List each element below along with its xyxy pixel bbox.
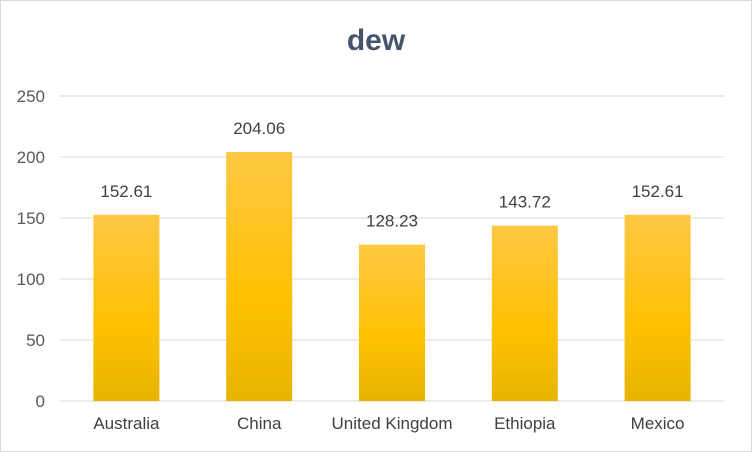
y-tick-label: 0 <box>36 392 45 411</box>
x-category-label: Australia <box>93 414 160 433</box>
x-axis-categories: Australia China United Kingdom Ethiopia Mexi… <box>93 414 684 433</box>
bar-united-kingdom <box>359 244 425 401</box>
bar-australia <box>93 214 160 401</box>
x-category-label: United Kingdom <box>332 414 453 433</box>
data-label: 204.06 <box>233 119 285 138</box>
x-category-label: Mexico <box>631 414 685 433</box>
bars <box>93 152 691 401</box>
bar-china <box>226 152 293 401</box>
y-tick-label: 250 <box>17 87 45 106</box>
data-label: 152.61 <box>632 182 684 201</box>
bar-mexico <box>624 214 691 401</box>
y-tick-label: 150 <box>17 209 45 228</box>
bar-ethiopia <box>491 225 558 401</box>
y-axis-ticks: 0 50 100 150 200 250 <box>17 87 45 411</box>
y-tick-label: 50 <box>26 331 45 350</box>
y-tick-label: 100 <box>17 270 45 289</box>
data-label: 143.72 <box>499 193 551 212</box>
data-labels: 152.61 204.06 128.23 143.72 152.61 <box>100 119 683 231</box>
chart-title: dew <box>346 24 406 57</box>
x-category-label: China <box>237 414 282 433</box>
data-label: 128.23 <box>366 212 418 231</box>
data-label: 152.61 <box>100 182 152 201</box>
y-tick-label: 200 <box>17 148 45 167</box>
x-category-label: Ethiopia <box>494 414 556 433</box>
